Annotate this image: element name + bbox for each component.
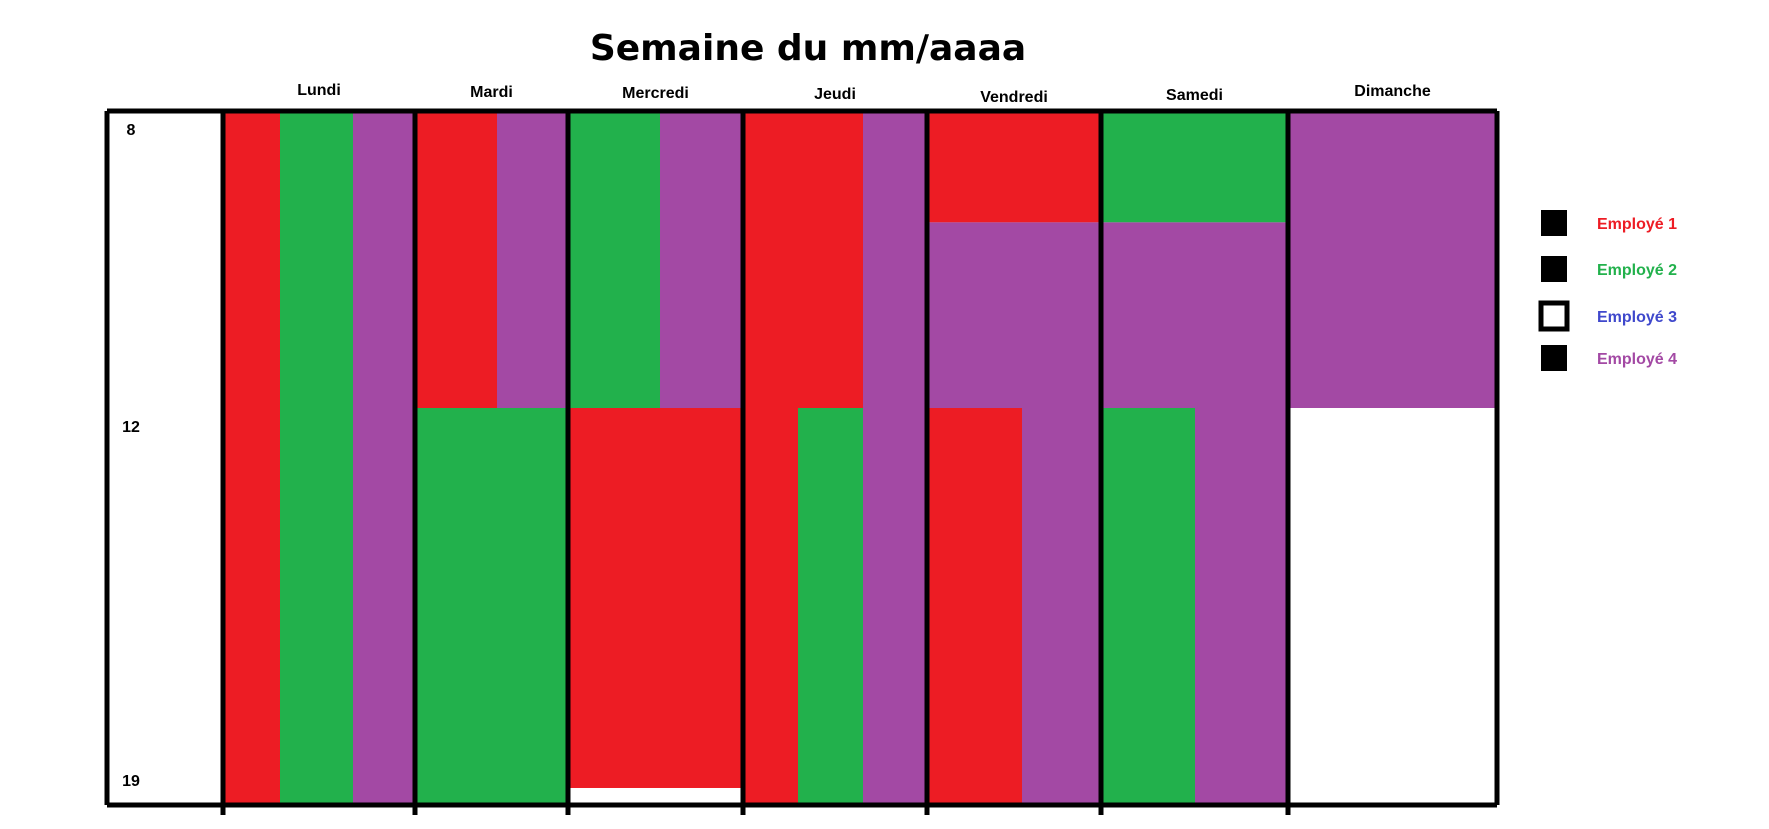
legend-swatch-4	[1541, 345, 1567, 371]
legend-label-1: Employé 1	[1597, 216, 1677, 233]
day-label-vendredi: Vendredi	[980, 89, 1048, 106]
shift-bar-mardi-lane2-1	[497, 111, 568, 408]
shift-bar-mercredi-lane2-2	[660, 408, 743, 788]
hour-label-8: 8	[127, 122, 136, 139]
shift-bar-samedi-lane2-2	[1195, 222, 1288, 805]
legend-label-4: Employé 4	[1597, 351, 1677, 368]
day-label-lundi: Lundi	[297, 82, 341, 99]
legend-swatch-1	[1541, 210, 1567, 236]
day-label-jeudi: Jeudi	[814, 86, 856, 103]
shift-bar-vendredi-lane1-3	[927, 408, 1022, 805]
day-label-mercredi: Mercredi	[622, 85, 689, 102]
chart-title: Semaine du mm/aaaa	[590, 28, 1026, 69]
shift-bar-samedi-lane1-1	[1101, 111, 1195, 223]
shift-bar-samedi-lane1-3	[1101, 408, 1195, 805]
grid-lines	[104, 108, 1500, 815]
shift-bar-jeudi-lane1-1	[743, 111, 798, 805]
legend-swatch-3	[1538, 300, 1570, 332]
shift-bar-jeudi-lane3-1	[863, 111, 927, 805]
shift-bar-mercredi-lane1-1	[568, 111, 660, 408]
legend-label-2: Employé 2	[1597, 262, 1677, 279]
day-label-mardi: Mardi	[470, 84, 513, 101]
day-label-dimanche: Dimanche	[1354, 83, 1431, 100]
shift-bar-samedi-lane1-2	[1101, 222, 1195, 408]
shift-bar-lundi-lane2-1	[280, 111, 353, 805]
hour-label-12: 12	[122, 419, 140, 436]
shift-bar-mardi-lane1-2	[415, 408, 497, 805]
schedule-bars	[223, 111, 1497, 805]
legend-label-3: Employé 3	[1597, 309, 1677, 326]
shift-bar-mardi-lane1-1	[415, 111, 497, 408]
day-label-samedi: Samedi	[1166, 87, 1223, 104]
shift-bar-vendredi-lane2-2	[1022, 222, 1101, 805]
shift-bar-vendredi-lane1-2	[927, 222, 1022, 408]
shift-bar-mercredi-lane1-2	[568, 408, 660, 788]
shift-bar-mercredi-lane2-1	[660, 111, 743, 408]
shift-bar-lundi-lane1-1	[223, 111, 280, 805]
legend-swatch-2	[1541, 256, 1567, 282]
shift-bar-vendredi-lane1-1	[927, 111, 1022, 223]
legend: Employé 1 Employé 2 Employé 3 Employé 4	[1538, 210, 1677, 371]
day-labels: Lundi Mardi Mercredi Jeudi Vendredi Samedi Dim…	[297, 82, 1431, 106]
shift-bar-lundi-lane3-1	[353, 111, 415, 805]
shift-bar-dimanche-lane1-1	[1288, 111, 1497, 408]
hour-label-19: 19	[122, 773, 140, 790]
hour-labels: 8 12 19	[122, 122, 140, 790]
shift-bar-samedi-lane2-1	[1195, 111, 1288, 223]
shift-bar-vendredi-lane2-1	[1022, 111, 1101, 223]
shift-bar-mardi-lane2-2	[497, 408, 568, 805]
shift-bar-jeudi-lane2-2	[798, 408, 863, 805]
shift-bar-jeudi-lane2-1	[798, 111, 863, 408]
